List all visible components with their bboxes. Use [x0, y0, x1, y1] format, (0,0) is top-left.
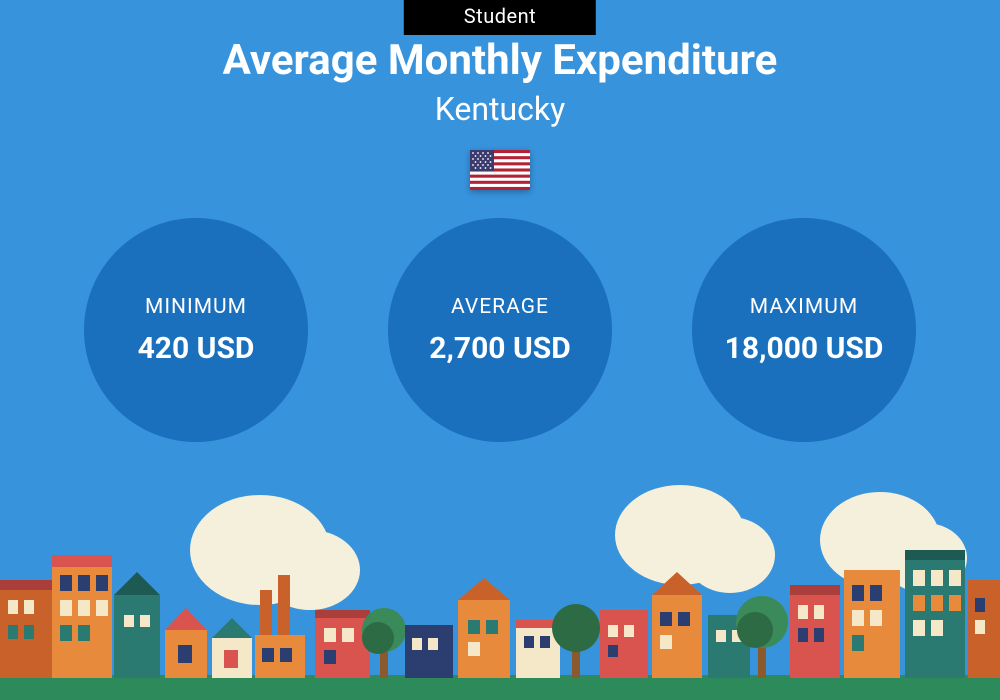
stat-value: 2,700 USD: [429, 331, 570, 366]
stat-label: MINIMUM: [145, 295, 247, 319]
stat-circle-minimum: MINIMUM 420 USD: [84, 218, 308, 442]
stat-label: MAXIMUM: [750, 295, 858, 319]
stat-circle-maximum: MAXIMUM 18,000 USD: [692, 218, 916, 442]
stat-label: AVERAGE: [451, 295, 549, 319]
category-tag: Student: [404, 0, 596, 35]
content-area: Student Average Monthly Expenditure Kent…: [0, 0, 1000, 700]
page-subtitle: Kentucky: [0, 90, 1000, 128]
usa-flag-icon: [470, 150, 530, 190]
stat-circle-average: AVERAGE 2,700 USD: [388, 218, 612, 442]
stat-value: 420 USD: [138, 331, 255, 366]
page-title: Average Monthly Expenditure: [0, 36, 1000, 85]
stat-value: 18,000 USD: [725, 331, 884, 366]
stat-circles-row: MINIMUM 420 USD AVERAGE 2,700 USD MAXIMU…: [0, 218, 1000, 442]
category-tag-label: Student: [464, 4, 536, 28]
